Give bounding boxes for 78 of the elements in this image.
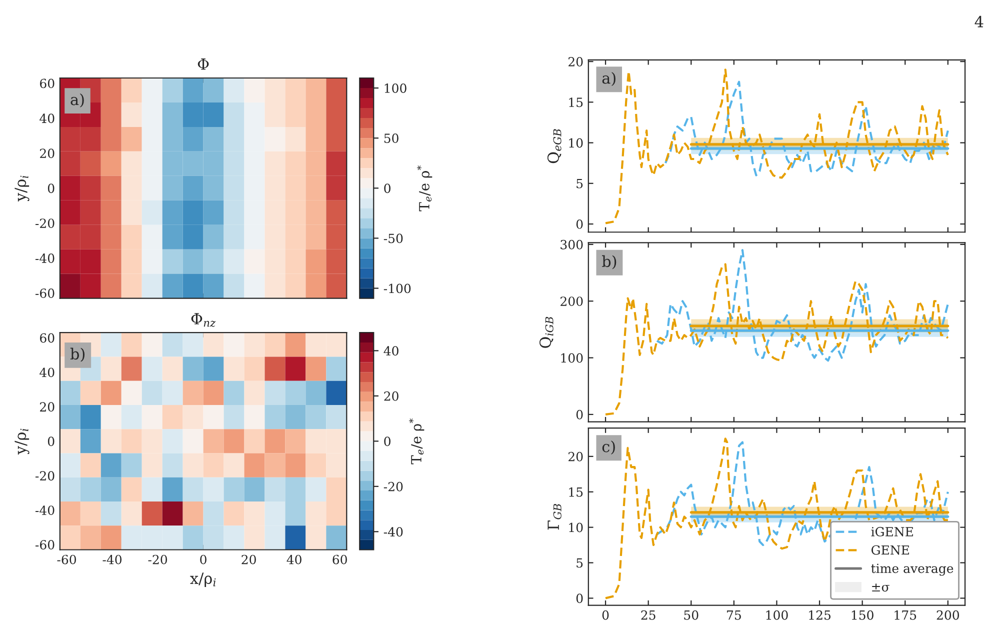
color-bar-label: -20	[384, 482, 403, 492]
color-bar-label: 20	[384, 391, 398, 401]
y-axis-title: Γ$_{GB}$	[548, 504, 562, 530]
y-tick-label: 40	[40, 368, 54, 378]
y-tick-label: 20	[568, 57, 583, 66]
y-tick-label: 10	[569, 138, 583, 148]
x-tick-label: 0	[200, 554, 206, 564]
y-tick-label: -40	[35, 506, 54, 516]
color-bar-label: 40	[384, 346, 398, 356]
y-axis-title: y/ρ$_{i}$	[14, 176, 30, 202]
y-tick-label: 0	[576, 219, 583, 229]
x-tick-label: -60	[57, 554, 76, 564]
annotation: b)	[602, 255, 616, 270]
line-series	[656, 249, 949, 362]
color-bar-label: -50	[384, 234, 403, 244]
color-bar-label: 0	[384, 436, 390, 446]
x-tick-label: 75	[727, 610, 741, 620]
color-bar-label: 50	[384, 134, 398, 143]
x-tick-label: 50	[684, 610, 698, 620]
color-bar-title: T$_{e}$/e ρ$^{*}$	[409, 418, 424, 464]
y-tick-label: -20	[35, 471, 54, 481]
color-bar-label: 0	[384, 184, 390, 194]
chart-title: Φ$_{nz}$	[191, 313, 216, 327]
x-tick-label: -40	[102, 554, 122, 564]
x-tick-label: 20	[242, 554, 256, 564]
y-tick-label: 20	[40, 148, 54, 158]
y-tick-label: 60	[40, 333, 54, 343]
y-tick-label: 60	[40, 78, 54, 88]
y-tick-label: 10	[569, 522, 583, 532]
y-axis-title: Q$_{iGB}$	[540, 316, 554, 348]
y-tick-label: 20	[40, 402, 54, 412]
y-tick-label: 0	[48, 436, 54, 446]
y-tick-label: 0	[576, 410, 583, 420]
x-tick-label: 200	[936, 610, 960, 620]
y-axis-title: Q$_{eGB}$	[547, 129, 562, 164]
color-bar-label: 100	[384, 83, 406, 93]
y-axis-title: y/ρ$_{i}$	[14, 428, 30, 455]
annotation: c)	[602, 440, 615, 454]
y-tick-label: 5	[576, 558, 583, 568]
x-tick-label: 40	[286, 554, 302, 564]
x-tick-label: 175	[894, 610, 916, 620]
annotation: b)	[70, 348, 85, 362]
y-tick-label: 300	[560, 240, 583, 250]
x-tick-label: 60	[332, 554, 347, 564]
x-tick-label: 150	[852, 610, 874, 620]
color-bar-label: -40	[384, 527, 403, 537]
line-series	[656, 441, 949, 546]
x-axis-title: x/ρ$_{i}$	[190, 572, 216, 587]
legend-label: GENE	[871, 545, 909, 555]
annotation: a)	[70, 93, 84, 108]
x-tick-label: 0	[602, 610, 609, 620]
y-tick-label: 0	[576, 594, 583, 604]
y-tick-label: 0	[48, 184, 54, 194]
x-tick-label: 100	[766, 610, 788, 620]
y-tick-label: -40	[35, 254, 54, 263]
legend-label: iGENE	[871, 526, 913, 536]
y-tick-label: 15	[569, 98, 583, 108]
y-tick-label: 40	[40, 114, 54, 124]
y-tick-label: 200	[560, 296, 583, 306]
y-tick-label: 20	[568, 452, 583, 462]
x-tick-label: -20	[148, 554, 168, 564]
y-tick-label: 5	[576, 179, 583, 188]
line-series	[664, 80, 949, 176]
x-tick-label: 125	[809, 610, 830, 620]
line-series	[604, 68, 949, 224]
y-tick-label: -20	[35, 218, 54, 228]
color-bar-label: -100	[384, 284, 411, 294]
x-tick-label: 25	[641, 610, 656, 620]
annotation: ±σ	[872, 584, 890, 592]
y-tick-label: 15	[569, 487, 583, 497]
y-tick-label: -60	[35, 540, 54, 550]
color-bar-title: T$_{e}$/e ρ$^{*}$	[416, 166, 432, 212]
y-tick-label: -60	[35, 288, 54, 298]
annotation: a)	[602, 72, 616, 86]
chart-title: Φ	[198, 58, 209, 70]
annotation: time average	[871, 564, 954, 576]
y-tick-label: 100	[561, 353, 583, 363]
text: 4	[974, 16, 984, 28]
